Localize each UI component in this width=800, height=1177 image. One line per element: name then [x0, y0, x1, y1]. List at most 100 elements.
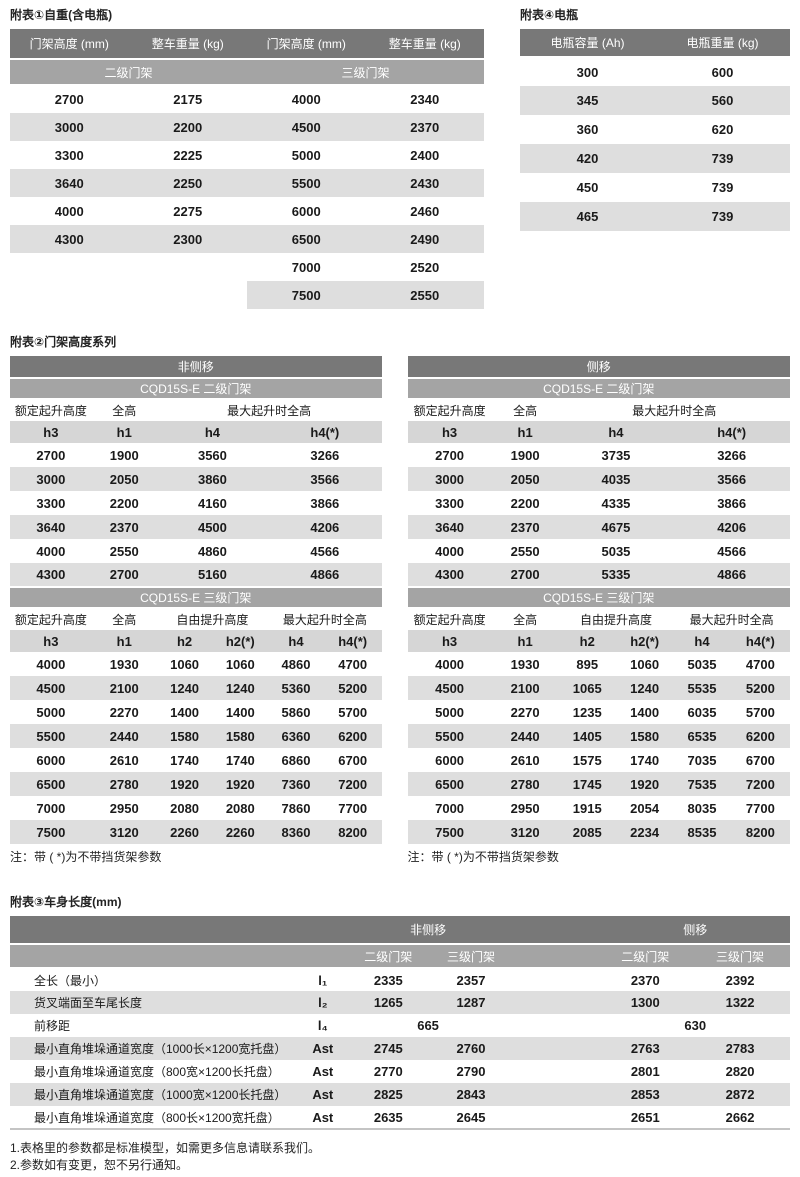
- table-row: 345 560: [520, 86, 790, 115]
- value-cell: 5200: [730, 676, 790, 700]
- measure-header-row: 额定起升高度 全高 自由提升高度 最大起升时全高: [10, 608, 382, 630]
- group-header: 三级门架: [247, 59, 484, 86]
- value-cell: [511, 1014, 601, 1037]
- value-cell: 2550: [109, 543, 139, 559]
- value-cell: 465: [520, 202, 655, 231]
- value-cell: 560: [655, 86, 790, 115]
- value-cell: 5035: [687, 656, 717, 672]
- value-cell: 2783: [690, 1037, 790, 1060]
- value-cell: 2745: [345, 1037, 432, 1060]
- measure-header-row: 额定起升高度 全高 最大起升时全高: [10, 399, 382, 421]
- value-cell: 5200: [323, 676, 382, 700]
- table-row: 3640 2370 4500 4206: [10, 515, 382, 539]
- col-header: 门架高度 (mm): [10, 29, 129, 60]
- value-cell: 2200: [510, 495, 540, 511]
- value-cell: 3866: [310, 495, 340, 511]
- value-cell: 4675: [558, 515, 674, 539]
- value-cell: 2370: [491, 515, 559, 539]
- value-cell: 2550: [510, 543, 540, 559]
- value-cell: 8200: [730, 820, 790, 844]
- value-cell: 2080: [170, 800, 200, 816]
- value-cell: 3640: [10, 515, 92, 539]
- measure-header: 全高: [491, 608, 559, 630]
- measure-header: 最大起升时全高: [673, 608, 790, 630]
- value-cell: 1930: [109, 656, 139, 672]
- symbol-header: h4(*): [323, 630, 382, 652]
- table-row: 420 739: [520, 144, 790, 173]
- symbol-header: h1: [91, 630, 157, 652]
- value-cell: 4700: [745, 656, 775, 672]
- symbol-header: h1: [491, 421, 559, 443]
- value-cell: 6000: [36, 752, 66, 768]
- value-cell: 3735: [601, 447, 631, 463]
- value-cell: 7000: [291, 259, 321, 275]
- value-cell: 1900: [510, 447, 540, 463]
- variant-header-row: 侧移: [407, 356, 790, 379]
- table-row: 4000 2550 4860 4566: [10, 539, 382, 563]
- value-cell: 7700: [745, 800, 775, 816]
- col-header: 整车重量 (kg): [128, 29, 247, 60]
- table-body: 4000 1930 1060 1060 4860 4700 4500 2100 1240 1240…: [10, 652, 382, 844]
- body-length-table: 非侧移 侧移 二级门架 三级门架 二级门架 三级门架 全长（最小） l₁ 2335 2…: [10, 916, 790, 1130]
- symbol-header-row: h3 h1 h2 h2(*) h4 h4(*): [10, 630, 382, 652]
- value-cell: 4860: [281, 656, 311, 672]
- table-row: 300 600: [520, 57, 790, 86]
- value-cell: 1920: [156, 772, 213, 796]
- value-cell: 1920: [615, 772, 674, 796]
- table-row: 6500 2780 1745 1920 7535 7200: [407, 772, 790, 796]
- value-cell: 6500: [407, 772, 492, 796]
- symbol-header-row: h3 h1 h2 h2(*) h4 h4(*): [407, 630, 790, 652]
- value-cell: 8360: [268, 820, 324, 844]
- sub-header: 三级门架: [690, 944, 790, 969]
- table-row: 465 739: [520, 202, 790, 231]
- value-cell: 6000: [435, 752, 465, 768]
- value-cell: 8535: [673, 820, 731, 844]
- value-cell: 3120: [91, 820, 157, 844]
- table-row: 5000 2270 1235 1400 6035 5700: [408, 700, 791, 724]
- value-cell: 6200: [323, 724, 382, 748]
- row-label: 货叉端面至车尾长度: [10, 991, 301, 1014]
- mast-section: 非侧移 CQD15S-E 二级门架 额定起升高度 全高 最大起升时全高 h3 h…: [10, 356, 790, 865]
- value-cell: [511, 1106, 601, 1129]
- value-cell: [10, 253, 129, 281]
- model-header-row: CQD15S-E 三级门架: [10, 586, 382, 609]
- table-row: 7000 2950 1915 2054 8035 7700: [408, 796, 791, 820]
- value-cell: 2490: [365, 225, 484, 253]
- value-cell: 1060: [225, 656, 255, 672]
- value-cell: 4500: [247, 113, 366, 141]
- measure-header: 自由提升高度: [156, 608, 269, 630]
- table-row: 4000 2550 5035 4566: [408, 539, 791, 563]
- symbol-header: h4: [156, 421, 269, 443]
- symbol-cell: l₄: [317, 1018, 328, 1033]
- value-cell: 4000: [291, 92, 321, 107]
- value-cell: 3640: [10, 169, 129, 197]
- group-header-row: 非侧移 侧移: [10, 916, 790, 945]
- value-cell: 5000: [36, 704, 66, 720]
- value-cell: 630: [684, 1018, 707, 1033]
- col-header: 整车重量 (kg): [365, 29, 484, 60]
- value-cell: 4000: [36, 656, 66, 672]
- value-cell: 2440: [91, 724, 157, 748]
- table-row: 4000 1930 1060 1060 4860 4700: [10, 652, 382, 676]
- value-cell: 895: [576, 656, 599, 672]
- variant-name: 非侧移: [10, 356, 382, 379]
- value-cell: 2853: [600, 1083, 691, 1106]
- value-cell: 7860: [281, 800, 311, 816]
- col-header: 电瓶容量 (Ah): [520, 29, 655, 58]
- table-row: 6500 2780 1920 1920 7360 7200: [10, 772, 382, 796]
- value-cell: 6860: [281, 752, 311, 768]
- table-row: 4300 2300 6500 2490: [10, 225, 484, 253]
- value-cell: 1240: [156, 676, 213, 700]
- battery-block: 附表④电瓶 电瓶容量 (Ah) 电瓶重量 (kg) 300 600 345 560 36…: [520, 8, 790, 231]
- value-cell: 4700: [338, 656, 368, 672]
- value-cell: 5160: [156, 563, 269, 587]
- value-cell: 2700: [491, 563, 559, 587]
- symbol-header-row: h3 h1 h4 h4(*): [10, 421, 382, 443]
- value-cell: 4500: [156, 515, 269, 539]
- value-cell: 4000: [54, 203, 84, 219]
- symbol-cell: l₂: [300, 991, 346, 1014]
- mast-non-sideshift-block: 非侧移 CQD15S-E 二级门架 额定起升高度 全高 最大起升时全高 h3 h…: [10, 356, 382, 865]
- table-row: 360 620: [520, 115, 790, 144]
- value-cell: 5500: [10, 724, 92, 748]
- model-name: CQD15S-E 二级门架: [10, 378, 382, 400]
